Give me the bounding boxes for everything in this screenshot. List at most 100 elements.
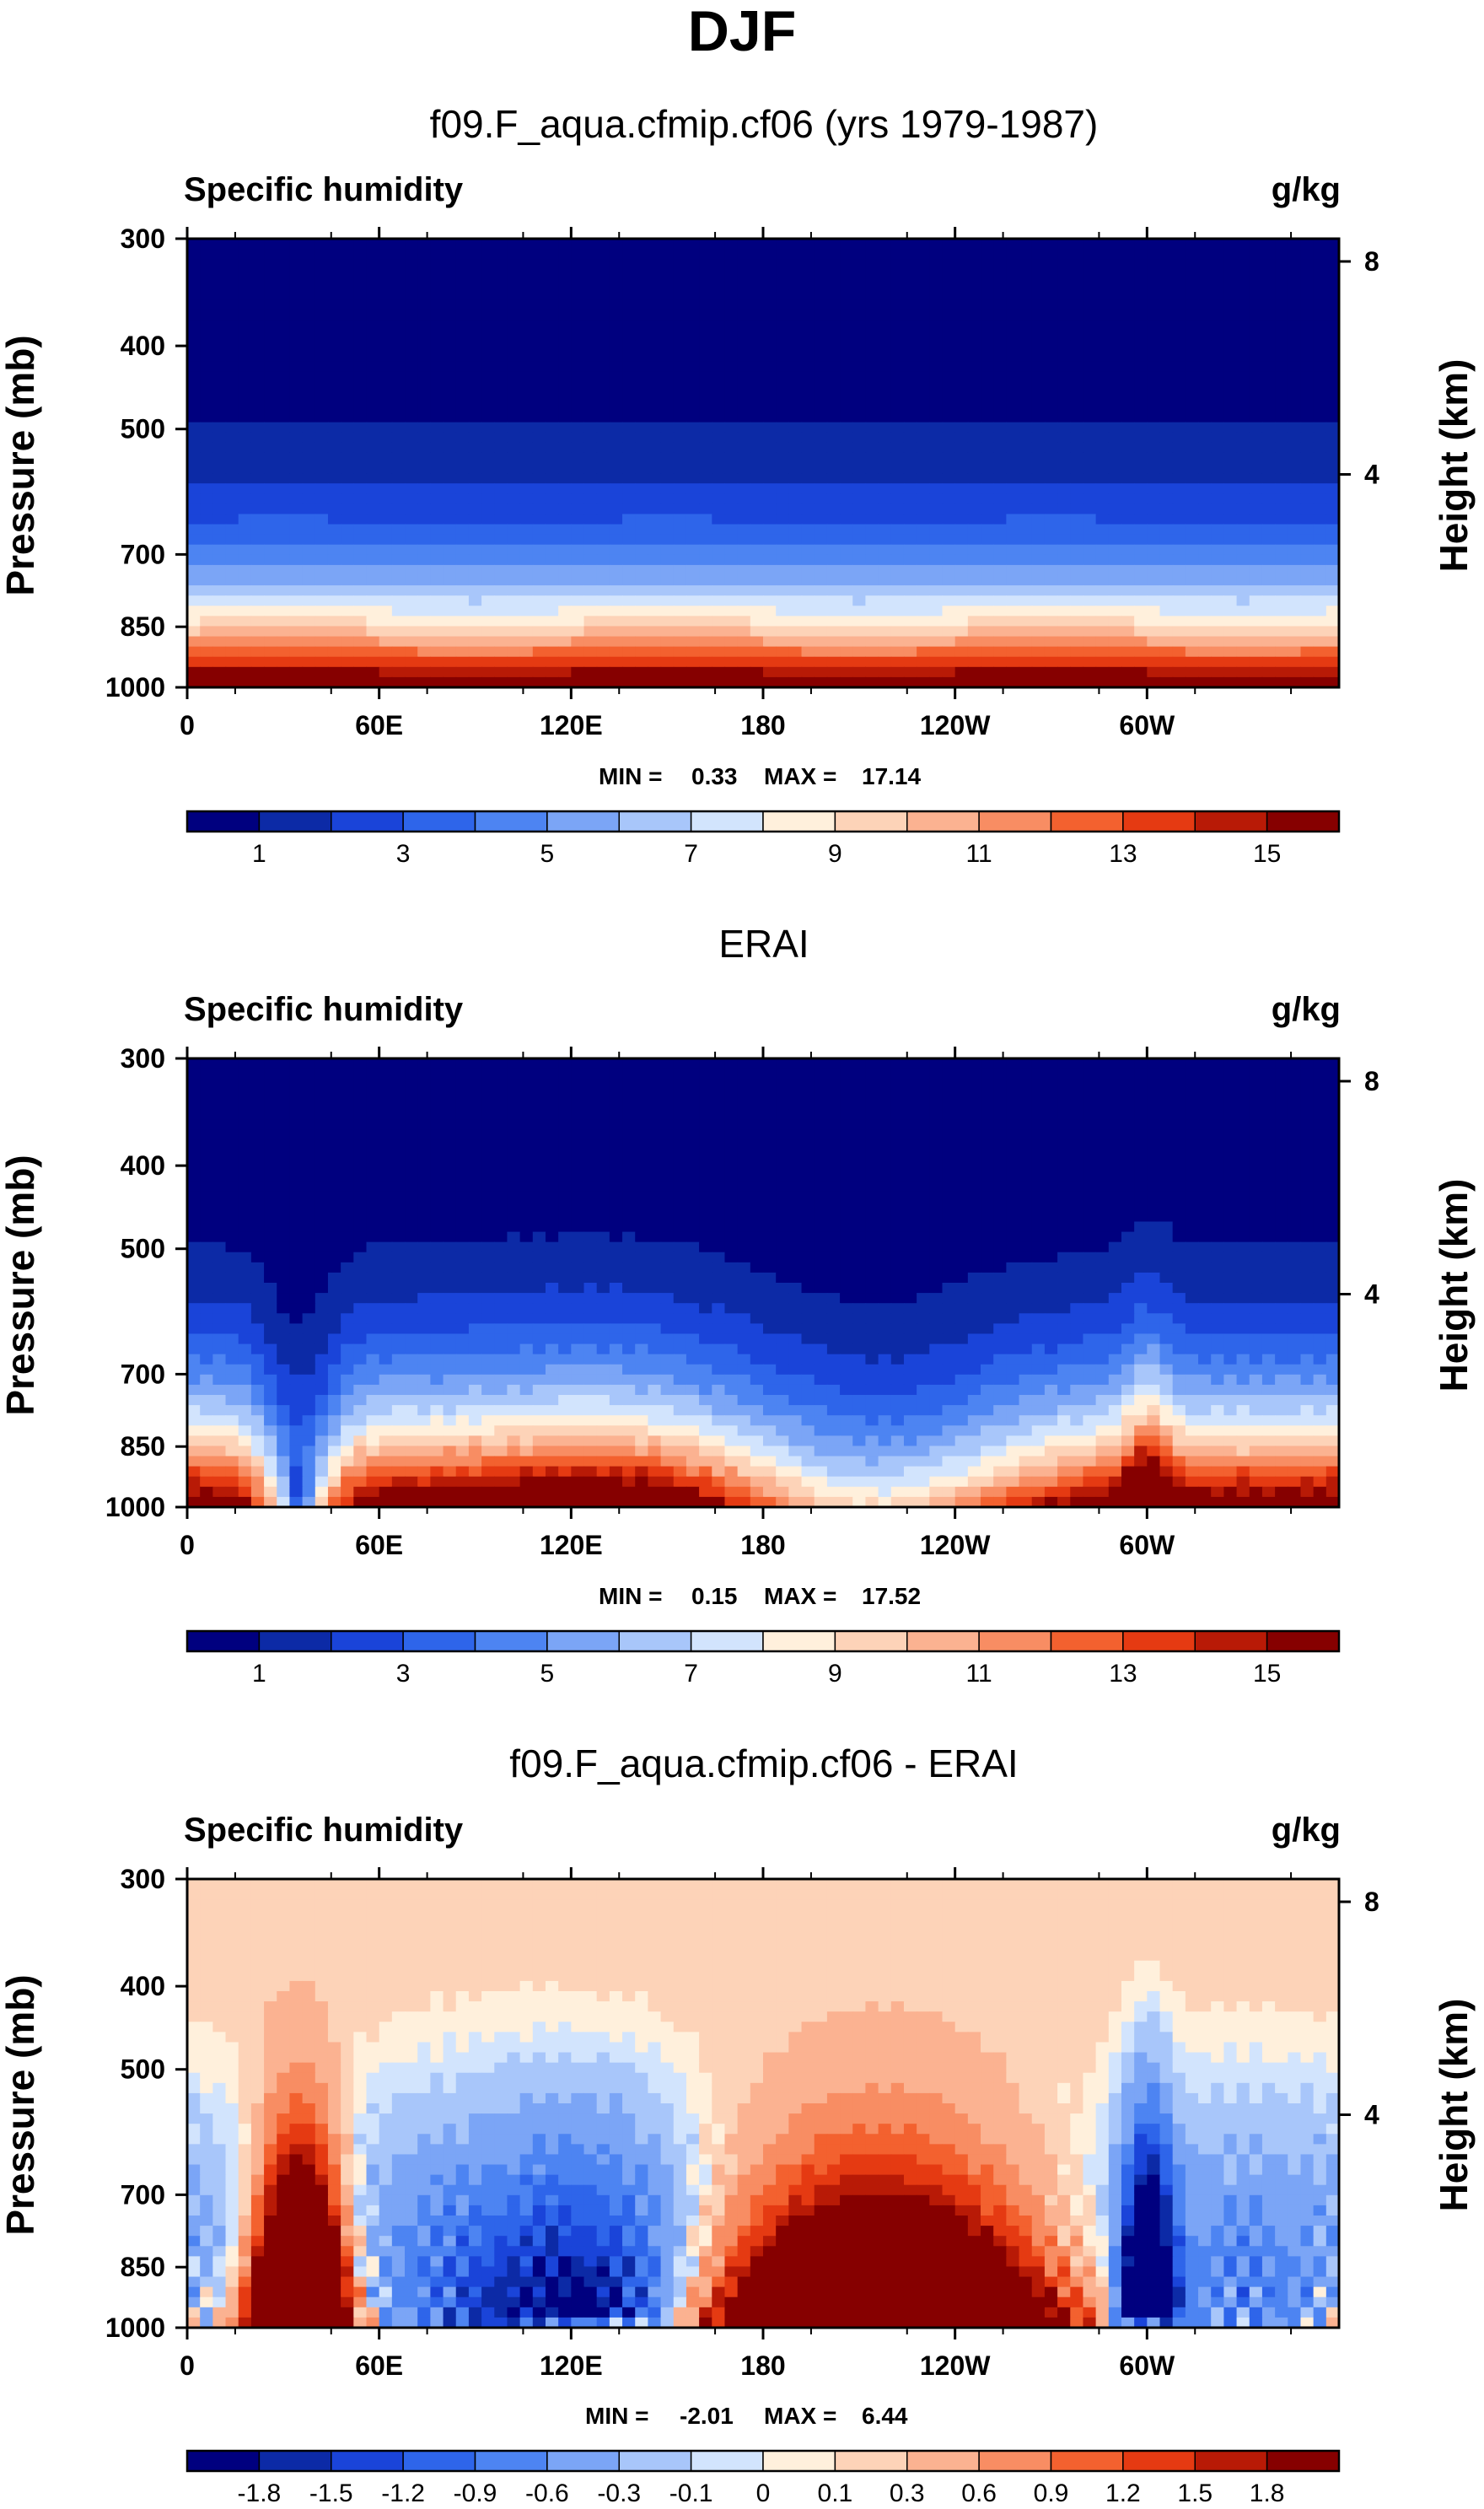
heatmap-cell <box>1083 381 1097 392</box>
heatmap-cell <box>519 646 534 658</box>
heatmap-cell <box>1261 361 1276 372</box>
heatmap-cell <box>455 432 470 444</box>
heatmap-cell <box>455 320 470 331</box>
heatmap-cell <box>865 442 879 454</box>
heatmap-cell <box>1211 493 1224 504</box>
heatmap-cell <box>212 289 227 301</box>
heatmap-cell <box>724 371 739 382</box>
heatmap-cell <box>699 585 712 596</box>
heatmap-cell <box>1185 320 1199 331</box>
heatmap-cell <box>1172 676 1186 688</box>
colorbar-box <box>1122 810 1196 832</box>
heatmap-cell <box>763 676 777 688</box>
heatmap-cell <box>558 514 572 525</box>
heatmap-cell <box>801 351 815 362</box>
heatmap-cell <box>737 554 751 566</box>
heatmap-cell <box>379 1129 393 1141</box>
heatmap-cell <box>405 401 418 413</box>
heatmap-cell <box>238 1079 252 1090</box>
heatmap-cell <box>212 1058 227 1069</box>
heatmap-cell <box>264 656 277 668</box>
heatmap-cell <box>1006 595 1020 606</box>
heatmap-cell <box>1275 1139 1288 1151</box>
heatmap-cell <box>430 432 444 444</box>
heatmap-cell <box>1261 1139 1276 1151</box>
heatmap-cell <box>379 401 393 413</box>
heatmap-cell <box>788 1109 803 1121</box>
heatmap-cell <box>1070 656 1084 668</box>
heatmap-cell <box>417 595 431 606</box>
heatmap-cell <box>545 626 559 638</box>
heatmap-cell <box>763 626 777 638</box>
heatmap-cell <box>1159 585 1174 596</box>
heatmap-cell <box>455 534 470 546</box>
heatmap-cell <box>1057 544 1071 556</box>
heatmap-cell <box>1313 340 1327 352</box>
heatmap-cell <box>763 606 777 616</box>
heatmap-cell <box>327 361 341 372</box>
heatmap-cell <box>622 320 636 331</box>
heatmap-cell <box>468 330 482 342</box>
heatmap-cell <box>1083 1058 1097 1069</box>
heatmap-cell <box>468 1089 482 1100</box>
heatmap-cell <box>1172 666 1186 678</box>
heatmap-cell <box>558 320 572 331</box>
heatmap-cell <box>455 340 470 352</box>
heatmap-cell <box>942 636 956 648</box>
heatmap-cell <box>443 524 457 536</box>
heatmap-cell <box>583 666 598 678</box>
heatmap-cell <box>1236 442 1250 454</box>
heatmap-cell <box>1300 330 1315 342</box>
heatmap-cell <box>712 361 726 372</box>
heatmap-cell <box>763 351 777 362</box>
heatmap-cell <box>225 463 239 474</box>
heatmap-cell <box>1236 636 1250 648</box>
heatmap-cell <box>929 1058 944 1069</box>
heatmap-cell <box>660 483 675 494</box>
heatmap-cell <box>737 626 751 638</box>
heatmap-cell <box>545 554 559 566</box>
heatmap-cell <box>954 340 969 352</box>
heatmap-cell <box>1223 361 1238 372</box>
heatmap-cell <box>981 340 994 352</box>
heatmap-cell <box>1288 1129 1302 1141</box>
heatmap-cell <box>660 320 675 331</box>
heatmap-cell <box>712 575 726 586</box>
heatmap-cell <box>750 1099 764 1111</box>
heatmap-cell <box>327 524 341 536</box>
heatmap-cell <box>942 1129 956 1141</box>
heatmap-cell <box>801 483 815 494</box>
heatmap-cell <box>686 1079 700 1090</box>
heatmap-cell <box>648 289 662 301</box>
heatmap-cell <box>1172 289 1186 301</box>
heatmap-cell <box>788 585 803 596</box>
heatmap-cell <box>417 636 431 648</box>
heatmap-cell <box>225 320 239 331</box>
heatmap-cell <box>1211 1139 1224 1151</box>
heatmap-cell <box>379 1079 393 1090</box>
heatmap-cell <box>1057 330 1071 342</box>
heatmap-cell <box>724 361 739 372</box>
heatmap-cell <box>660 1089 675 1100</box>
heatmap-cell <box>1057 391 1071 403</box>
heatmap-cell <box>1172 320 1186 331</box>
heatmap-cell <box>277 299 291 311</box>
heatmap-cell <box>763 310 777 321</box>
heatmap-cell <box>686 289 700 301</box>
heatmap-cell <box>1211 636 1224 648</box>
heatmap-cell <box>391 289 406 301</box>
heatmap-cell <box>852 412 867 423</box>
heatmap-cell <box>1031 239 1046 250</box>
heatmap-cell <box>264 432 277 444</box>
heatmap-cell <box>1288 320 1302 331</box>
heatmap-cell <box>430 340 444 352</box>
heatmap-cell <box>776 330 789 342</box>
heatmap-cell <box>1019 524 1033 536</box>
heatmap-cell <box>929 361 944 372</box>
heatmap-cell <box>353 442 368 454</box>
heatmap-cell <box>1006 1069 1020 1080</box>
heatmap-cell <box>635 1109 648 1121</box>
heatmap-cell <box>929 595 944 606</box>
heatmap-cell <box>954 575 969 586</box>
heatmap-cell <box>1095 626 1110 638</box>
